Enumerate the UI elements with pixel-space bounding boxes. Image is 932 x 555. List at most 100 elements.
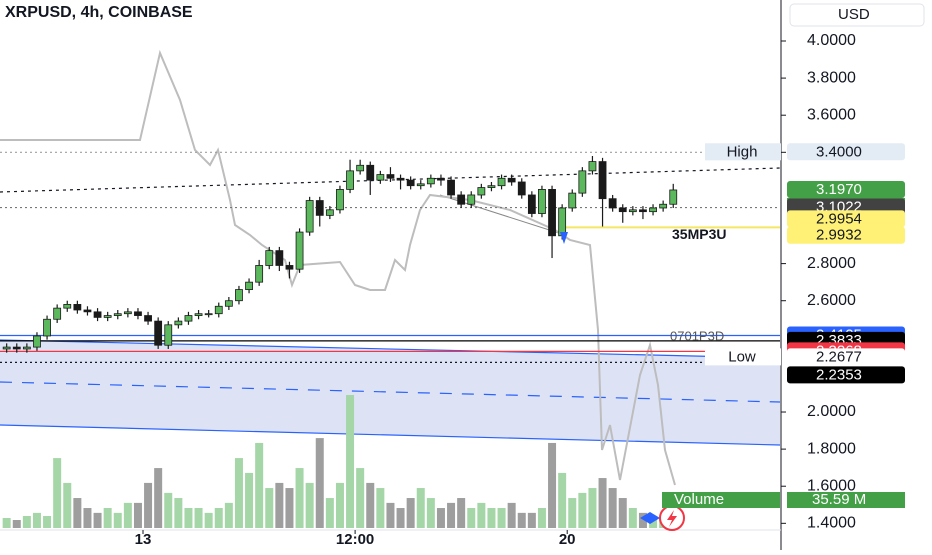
channel-top: [0, 339, 781, 359]
currency-box[interactable]: [789, 3, 925, 27]
candle-body: [53, 307, 62, 320]
price-badge: [787, 366, 905, 384]
volume-bar: [618, 498, 627, 528]
candle-body: [437, 177, 445, 181]
volume-bar: [73, 498, 82, 528]
volume-bar: [416, 488, 425, 528]
candle-body: [376, 174, 385, 181]
candle-body: [639, 209, 647, 213]
candle-body: [325, 209, 334, 216]
y-tick-label: 4.0000: [807, 32, 856, 49]
volume-bar: [608, 488, 617, 528]
candle-body: [598, 161, 607, 200]
volume-name: Volume: [674, 491, 724, 508]
volume-bar: [22, 516, 31, 528]
currency[interactable]: USD: [838, 6, 870, 23]
candle-body: [527, 194, 536, 214]
volume-bar: [366, 482, 375, 528]
volume-bar: [558, 472, 567, 528]
volume-bar: [234, 458, 243, 528]
y-tick-label: 1.4000: [807, 515, 856, 532]
level-name-box: [705, 143, 781, 161]
chart-title: XRPUSD, 4h, COINBASE: [5, 4, 193, 21]
candle-body: [194, 313, 203, 316]
candle-body: [73, 304, 82, 311]
volume-bar: [133, 502, 142, 528]
volume-bar: [295, 468, 304, 528]
candle-body: [669, 189, 678, 205]
candle-body: [538, 189, 546, 214]
volume-bar: [305, 482, 314, 528]
level-name-box: [705, 348, 781, 366]
levels-layer: [0, 151, 780, 363]
volume-bar: [144, 482, 153, 528]
volume-bar: [12, 520, 21, 528]
icon-2[interactable]: [640, 512, 660, 524]
candle-body: [548, 189, 556, 237]
candle-body: [12, 346, 21, 350]
volume-bar: [123, 502, 132, 528]
volume-bar: [447, 502, 456, 528]
volume-bar: [426, 498, 435, 528]
candle-body: [22, 346, 31, 350]
candle-body: [305, 200, 314, 233]
volume-bar: [628, 508, 637, 528]
volume-bar: [396, 508, 405, 528]
volume-bar: [335, 482, 344, 528]
candle-body: [386, 174, 395, 179]
candle-body: [426, 177, 435, 185]
candle-body: [2, 346, 11, 350]
price-badge-label: 3.4000: [816, 143, 862, 160]
volume-value-box: [787, 492, 905, 508]
candle-body: [93, 311, 102, 318]
candle-body: [63, 304, 72, 309]
candle-body: [467, 194, 476, 205]
volume-bar: [265, 488, 274, 528]
volume-bar: [174, 498, 183, 528]
candle-body: [275, 250, 284, 266]
candle-body: [336, 189, 344, 211]
candle-body: [588, 161, 597, 172]
candles-layer: [2, 156, 678, 353]
volume-bar: [53, 458, 62, 528]
candle-body: [396, 177, 405, 181]
candle-body: [315, 200, 324, 216]
marker: [560, 232, 568, 244]
volume-bar: [517, 512, 526, 528]
channel-fill: [0, 340, 780, 445]
price-badge: [787, 143, 905, 161]
candle-body: [123, 311, 132, 315]
volume-layer: [2, 395, 678, 528]
candle-body: [558, 207, 567, 237]
candle-body: [204, 313, 213, 316]
level-name: Low: [728, 348, 756, 365]
candle-body: [43, 318, 51, 337]
volume-bar: [32, 512, 41, 528]
volume-bar: [2, 518, 11, 528]
candle-body: [164, 324, 173, 346]
candle-body: [346, 170, 354, 190]
y-tick-label: 2.0000: [807, 403, 856, 420]
price-badge-label: 2.9932: [816, 227, 862, 244]
volume-bar: [63, 482, 72, 528]
candle-body: [103, 315, 112, 318]
price-badge-label: 3.1970: [816, 181, 862, 198]
volume-bar: [154, 468, 163, 528]
candle-body: [416, 183, 425, 187]
y-tick-label: 1.6000: [807, 477, 856, 494]
price-badge-label: 2.9954: [816, 210, 862, 227]
candle-body: [447, 179, 455, 196]
price-badge-label: 2.2677: [816, 348, 862, 365]
volume-bar: [83, 508, 92, 528]
volume-bar: [194, 508, 203, 528]
volume-bar: [275, 482, 284, 528]
x-tick-label: 13: [135, 531, 152, 548]
volume-bar: [507, 502, 516, 528]
candle-body: [568, 192, 577, 209]
y-tick-label: 3.8000: [807, 69, 856, 86]
volume-bar: [436, 508, 445, 528]
volume-bar: [638, 512, 647, 528]
candle-body: [174, 320, 183, 326]
y-tick-label: 1.8000: [807, 440, 856, 457]
